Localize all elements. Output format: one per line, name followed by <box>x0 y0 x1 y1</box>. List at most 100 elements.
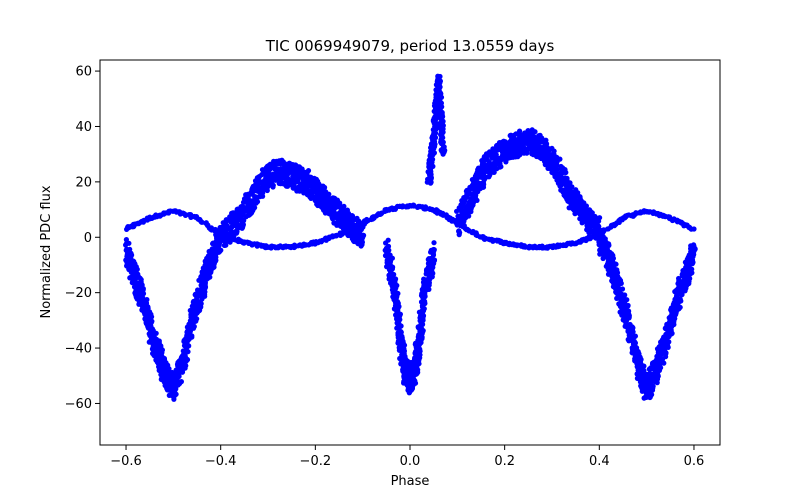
data-point-central-dip <box>422 294 428 300</box>
data-point-left-dip <box>143 299 149 305</box>
data-point-smooth-curve <box>691 226 697 232</box>
data-point-right-hump <box>466 213 472 219</box>
data-point-right-hump <box>469 202 475 208</box>
data-point-left-dip <box>218 247 224 253</box>
data-point-central-spike <box>440 114 446 120</box>
data-point-central-dip <box>394 300 401 306</box>
data-point-right-hump <box>517 128 523 134</box>
data-point-left-dip <box>217 238 223 245</box>
data-point-central-dip <box>396 321 402 327</box>
data-point-right-hump <box>557 156 563 162</box>
data-point-central-dip <box>431 240 437 246</box>
x-axis-ticks: −0.6 −0.4 −0.2 0.0 0.2 0.4 0.6 <box>110 445 704 469</box>
data-point-smooth-curve <box>626 212 632 218</box>
data-point-right-dip <box>669 321 676 327</box>
data-point-left-dip <box>127 252 133 258</box>
data-point-central-dip <box>420 328 426 334</box>
data-point-central-dip <box>411 379 417 385</box>
data-point-right-dip <box>662 350 668 356</box>
y-tick-label: −20 <box>65 286 92 301</box>
data-point-central-spike <box>437 78 443 84</box>
data-point-left-hump <box>241 217 247 224</box>
data-point-right-dip <box>596 223 602 229</box>
data-point-left-dip <box>126 240 132 246</box>
data-point-left-dip <box>123 237 129 243</box>
data-point-central-dip <box>431 257 438 263</box>
x-tick-label: 0.4 <box>589 454 610 469</box>
data-point-central-dip <box>401 342 408 348</box>
data-point-left-dip <box>148 319 154 325</box>
data-point-smooth-curve <box>646 209 652 215</box>
data-point-left-dip <box>187 328 193 334</box>
x-tick-label: 0.0 <box>400 454 421 469</box>
data-point-smooth-curve <box>490 238 496 244</box>
data-point-left-dip <box>189 323 195 329</box>
data-point-right-dip <box>618 280 624 286</box>
x-tick-label: −0.6 <box>110 454 142 469</box>
data-point-right-hump <box>460 222 466 228</box>
data-point-left-dip <box>176 373 182 379</box>
data-point-right-dip <box>624 297 630 303</box>
data-point-left-dip <box>205 269 212 275</box>
y-tick-label: 0 <box>84 231 92 246</box>
data-point-left-dip <box>189 333 195 339</box>
data-point-left-dip <box>185 349 191 355</box>
data-point-left-hump <box>222 227 228 233</box>
data-point-right-hump <box>593 216 600 222</box>
data-point-central-dip <box>390 264 396 270</box>
data-point-left-hump <box>355 219 361 225</box>
data-point-right-dip <box>663 339 669 346</box>
data-point-smooth-curve <box>532 244 538 250</box>
x-tick-label: 0.2 <box>494 454 515 469</box>
data-point-central-dip <box>431 248 437 254</box>
data-point-central-dip <box>420 308 426 314</box>
data-point-central-dip <box>401 348 407 354</box>
data-point-central-spike <box>437 84 443 90</box>
data-point-left-hump <box>226 226 232 232</box>
data-point-left-hump <box>233 228 239 235</box>
data-point-central-dip <box>420 313 427 319</box>
y-tick-label: 40 <box>75 120 92 135</box>
data-point-left-dip <box>158 351 164 357</box>
data-point-right-dip <box>613 261 619 267</box>
y-tick-label: −40 <box>65 342 92 357</box>
data-point-right-dip <box>691 248 697 254</box>
data-point-right-dip <box>602 236 608 242</box>
y-tick-label: 60 <box>75 65 92 80</box>
data-point-left-hump <box>252 205 258 211</box>
data-points <box>123 73 698 402</box>
data-point-left-dip <box>140 286 146 292</box>
x-tick-label: −0.2 <box>300 454 332 469</box>
data-point-right-dip <box>677 304 683 310</box>
data-point-left-dip <box>194 316 200 322</box>
data-point-right-dip <box>636 351 642 357</box>
data-point-left-hump <box>358 243 364 249</box>
data-point-right-dip <box>689 261 696 267</box>
data-point-left-dip <box>133 272 139 278</box>
data-point-right-hump <box>563 169 569 176</box>
data-point-left-dip <box>184 356 190 362</box>
data-point-left-dip <box>178 379 184 385</box>
data-point-left-dip <box>134 266 140 272</box>
data-point-smooth-curve <box>482 236 488 242</box>
data-point-left-dip <box>174 378 180 385</box>
data-point-central-spike <box>440 151 446 157</box>
data-point-right-dip <box>641 363 647 369</box>
x-tick-label: 0.6 <box>684 454 705 469</box>
data-point-right-hump <box>474 197 480 203</box>
data-point-right-dip <box>630 325 636 331</box>
data-point-left-dip <box>207 274 213 280</box>
data-point-central-dip <box>430 264 436 270</box>
data-point-left-dip <box>183 362 189 369</box>
data-point-left-hump <box>270 182 276 188</box>
data-point-central-dip <box>415 356 421 362</box>
data-point-left-dip <box>186 343 192 349</box>
data-point-right-hump <box>456 228 462 234</box>
data-point-left-hump <box>360 234 366 240</box>
chart-title: TIC 0069949079, period 13.0559 days <box>265 37 555 55</box>
data-point-central-dip <box>392 283 398 289</box>
data-point-central-dip <box>389 255 395 261</box>
data-point-right-dip <box>659 358 665 364</box>
